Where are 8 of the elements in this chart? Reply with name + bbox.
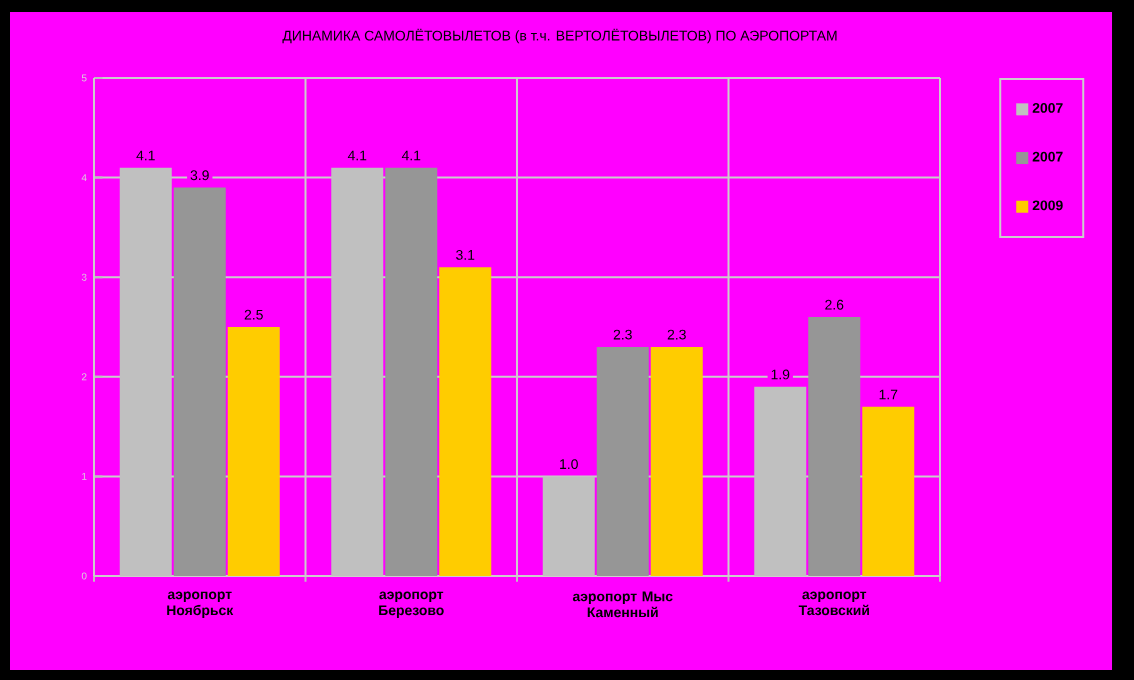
bar [227, 327, 280, 576]
bar [173, 187, 226, 576]
bar [385, 167, 438, 576]
bar [862, 406, 915, 576]
bar [439, 267, 492, 576]
bar [808, 317, 861, 576]
bar [596, 346, 649, 576]
bar [650, 346, 703, 576]
